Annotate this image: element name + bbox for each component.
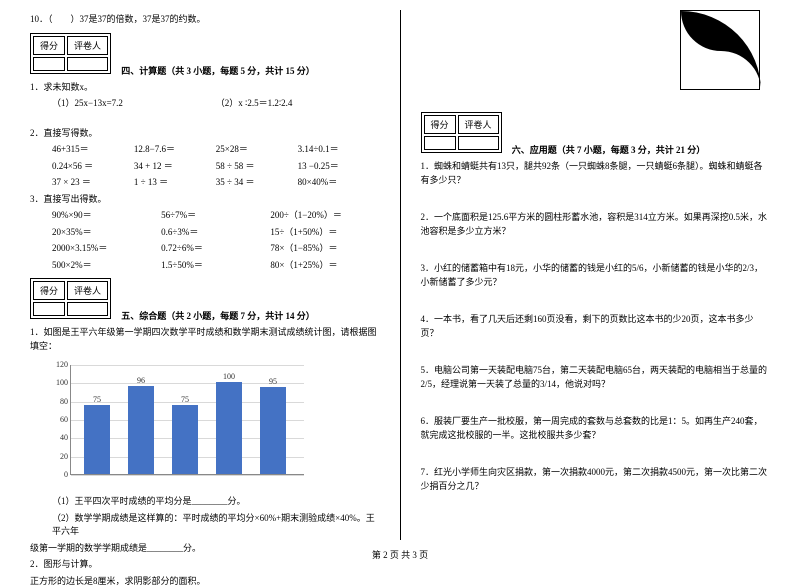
s4-q3-r4: 500×2%＝1.5÷50%＝80×（1+25%）＝ [52, 259, 380, 273]
score-box-5: 得分评卷人 [30, 278, 111, 319]
left-column: 10．（ ）37是37的倍数，37是37的约数。 得分评卷人 四、计算题（共 3… [30, 10, 380, 540]
s4-q2-r3: 37 × 23 ＝1 ÷ 13 ＝35 ÷ 34 ＝80×40%＝ [52, 176, 380, 190]
s6-q3: 3．小红的储蓄箱中有18元，小华的储蓄的钱是小红的5/6，小新储蓄的钱是小华的2… [421, 262, 771, 289]
s5-q2a: 正方形的边长是8厘米，求阴影部分的面积。 [30, 575, 380, 588]
section-5-title: 五、综合题（共 2 小题，每题 7 分，共计 14 分） [121, 309, 315, 322]
section-4-title: 四、计算题（共 3 小题，每题 5 分，共计 15 分） [121, 64, 315, 77]
s5-q1: 1．如图是王平六年级第一学期四次数学平时成绩和数学期末测试成绩统计图，请根据图填… [30, 326, 380, 353]
s6-q4: 4．一本书，看了几天后还剩160页没看，剩下的页数比这本书的少20页，这本书多少… [421, 313, 771, 340]
score-box-6: 得分评卷人 [421, 112, 502, 153]
column-separator [400, 10, 401, 540]
s6-q5: 5．电脑公司第一天装配电脑75台，第二天装配电脑65台，两天装配的电脑相当于总量… [421, 364, 771, 391]
section-5-header: 得分评卷人 五、综合题（共 2 小题，每题 7 分，共计 14 分） [30, 278, 380, 322]
s4-q1-sub: （1）25x−13x=7.2 （2）x ∶2.5＝1.2∶2.4 [52, 97, 380, 111]
s6-q6: 6．服装厂要生产一批校服，第一周完成的套数与总套数的比是1：5。如再生产240套… [421, 415, 771, 442]
s5-q1a: （1）王平四次平时成绩的平均分是________分。 [52, 495, 380, 509]
section-6-header: 得分评卷人 六、应用题（共 7 小题，每题 3 分，共计 21 分） [421, 112, 771, 156]
geometry-figure [680, 10, 760, 90]
s4-q3-r1: 90%×90＝56÷7%＝200÷（1−20%）＝ [52, 209, 380, 223]
s4-q2-r2: 0.24×56 ＝34 + 12 ＝58 ÷ 58 ＝13 −0.25＝ [52, 160, 380, 174]
s4-q2-r1: 46+315＝12.8−7.6＝25×28＝3.14÷0.1＝ [52, 143, 380, 157]
s6-q1: 1．蜘蛛和蜻蜓共有13只，腿共92条（一只蜘蛛8条腿，一只蜻蜓6条腿）。蜘蛛和蜻… [421, 160, 771, 187]
s4-q2: 2．直接写得数。 [30, 127, 380, 141]
s6-q7: 7．红光小学师生向灾区捐款，第一次捐款4000元，第二次捐款4500元，第一次比… [421, 466, 771, 493]
right-column: 得分评卷人 六、应用题（共 7 小题，每题 3 分，共计 21 分） 1．蜘蛛和… [421, 10, 771, 540]
s4-q3-r3: 2000×3.15%＝0.72÷6%＝78×（1−85%）＝ [52, 242, 380, 256]
s6-q2: 2．一个底面积是125.6平方米的圆柱形蓄水池，容积是314立方米。如果再深挖0… [421, 211, 771, 238]
s4-q3-r2: 20×35%＝0.6÷3%＝15÷（1+50%）＝ [52, 226, 380, 240]
section-6-title: 六、应用题（共 7 小题，每题 3 分，共计 21 分） [512, 143, 706, 156]
s4-q3: 3．直接写出得数。 [30, 193, 380, 207]
score-box-4: 得分评卷人 [30, 33, 111, 74]
section-4-header: 得分评卷人 四、计算题（共 3 小题，每题 5 分，共计 15 分） [30, 33, 380, 77]
bar-chart: 02040608010012075967510095 [48, 361, 308, 491]
s5-q1b: （2）数学学期成绩是这样算的：平时成绩的平均分×60%+期末测验成绩×40%。王… [52, 512, 380, 539]
page-footer: 第 2 页 共 3 页 [0, 548, 800, 561]
q10: 10．（ ）37是37的倍数，37是37的约数。 [30, 13, 380, 27]
s4-q1: 1．求未知数x。 [30, 81, 380, 95]
score-label: 得分 [33, 36, 65, 55]
grader-label: 评卷人 [67, 36, 108, 55]
